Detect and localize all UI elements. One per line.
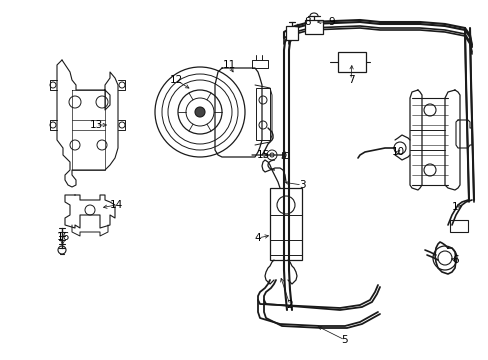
Bar bbox=[285, 26, 297, 40]
Text: 10: 10 bbox=[390, 147, 404, 157]
Circle shape bbox=[195, 107, 204, 117]
Bar bbox=[449, 220, 467, 232]
Bar bbox=[256, 88, 269, 140]
Text: 9: 9 bbox=[328, 17, 335, 27]
Text: 8: 8 bbox=[304, 17, 311, 27]
Text: 12: 12 bbox=[169, 75, 182, 85]
Text: 11: 11 bbox=[222, 60, 235, 70]
Text: 3: 3 bbox=[298, 180, 305, 190]
Bar bbox=[282, 152, 287, 158]
Text: 16: 16 bbox=[56, 232, 69, 242]
Text: 6: 6 bbox=[452, 255, 458, 265]
Bar bbox=[269, 188, 302, 260]
Text: 4: 4 bbox=[254, 233, 261, 243]
Text: 7: 7 bbox=[347, 75, 354, 85]
Text: 5: 5 bbox=[341, 335, 347, 345]
Text: 2: 2 bbox=[286, 300, 293, 310]
Text: 13: 13 bbox=[89, 120, 102, 130]
Bar bbox=[305, 20, 323, 34]
Text: 15: 15 bbox=[256, 150, 269, 160]
Text: 14: 14 bbox=[109, 200, 122, 210]
Bar bbox=[337, 52, 365, 72]
Text: 1: 1 bbox=[451, 202, 457, 212]
